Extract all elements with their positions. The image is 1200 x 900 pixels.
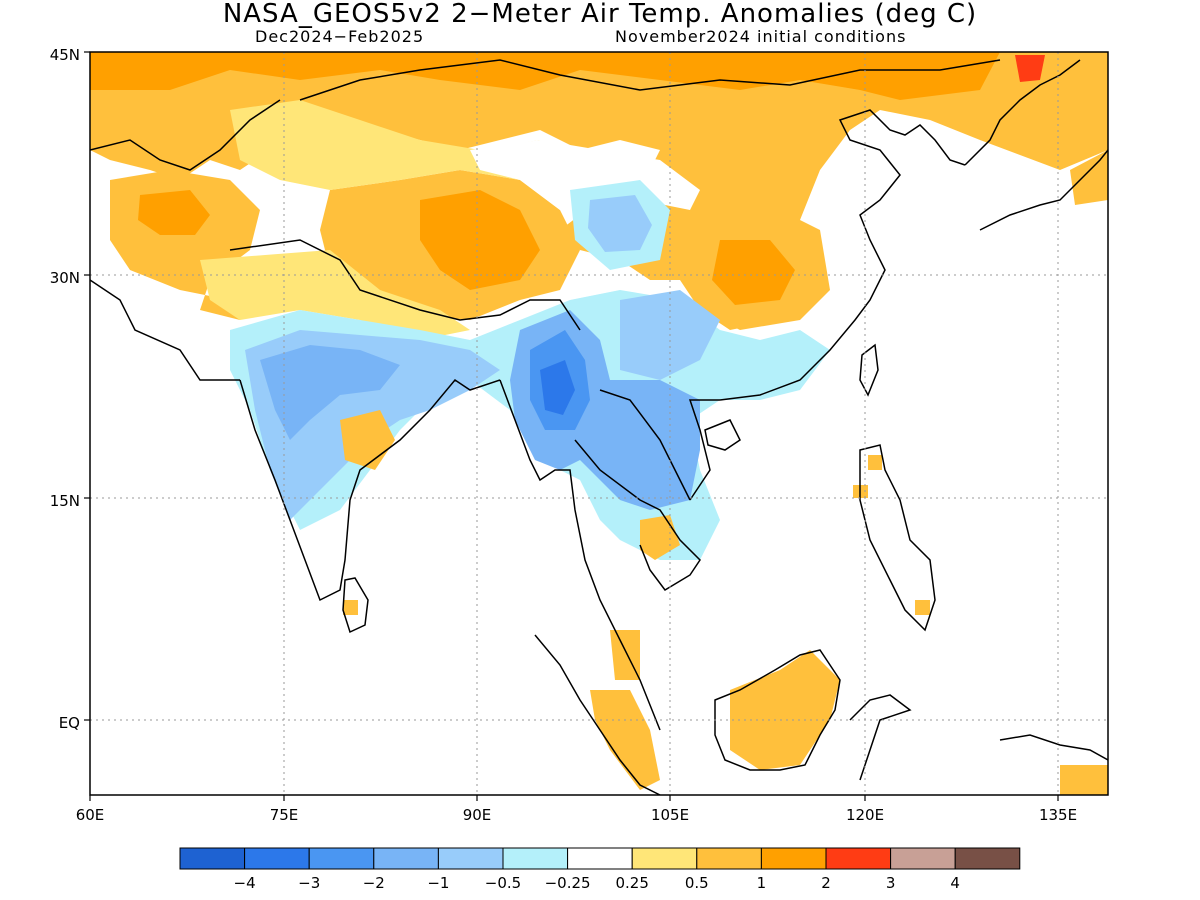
qinghai-cool: [588, 195, 652, 252]
border-central-asia: [90, 99, 281, 171]
colorbar-swatch: [373, 847, 439, 870]
coast-hainan: [704, 419, 741, 451]
colorbar-label: −0.5: [485, 874, 521, 892]
afghanistan-core-warm: [138, 190, 210, 235]
colorbar-swatch: [567, 847, 633, 870]
coast-indochina: [574, 399, 720, 591]
coast-newguinea: [999, 734, 1108, 761]
lat-label-30n: 30N: [50, 269, 80, 287]
colorbar-label: −1: [427, 874, 449, 892]
init-conditions-label: November2024 initial conditions: [615, 27, 907, 46]
colorbar-swatch: [760, 847, 827, 870]
sumatra-malaya-warm: [590, 690, 660, 790]
colorbar-label: 2: [821, 874, 831, 892]
map-title: NASA_GEOS5v2 2−Meter Air Temp. Anomalies…: [222, 0, 978, 29]
colorbar-label: −2: [363, 874, 385, 892]
plot-frame: [89, 51, 1109, 796]
coast-borneo: [714, 649, 841, 771]
colorbar-label: −3: [298, 874, 320, 892]
colorbar-label: 1: [757, 874, 767, 892]
colorbar-label: 4: [950, 874, 960, 892]
colorbar-swatch: [179, 847, 246, 870]
lon-label-105e: 105E: [651, 806, 689, 824]
coast-sulawesi: [849, 694, 912, 781]
japan-warm: [1070, 150, 1108, 205]
coast-philippines: [859, 444, 936, 632]
colorbar-label: 0.5: [685, 874, 709, 892]
colorbar-label: 0.25: [615, 874, 648, 892]
coast-taiwan: [859, 343, 879, 397]
colorbar-label: −0.25: [545, 874, 591, 892]
lat-label-15n: 15N: [50, 492, 80, 510]
coast-japan: [979, 149, 1108, 231]
colorbar-swatch: [244, 847, 310, 870]
lon-label-120e: 120E: [846, 806, 884, 824]
borneo-warm: [730, 650, 840, 770]
coast-myanmar-thai: [499, 379, 661, 731]
lon-label-60e: 60E: [76, 806, 105, 824]
coast-arabia-iran: [90, 279, 240, 381]
lat-label-eq: EQ: [59, 714, 80, 732]
colorbar-swatch: [308, 847, 375, 870]
lon-label-90e: 90E: [463, 806, 492, 824]
gridlines: [90, 52, 1108, 795]
northern-band-core: [90, 52, 1000, 100]
lon-label-75e: 75E: [270, 806, 299, 824]
malaya-warm: [610, 630, 640, 680]
season-label: Dec2024−Feb2025: [255, 27, 425, 46]
tibet-core-warm: [420, 190, 540, 290]
warm-fringe-india-north: [200, 250, 470, 340]
newguinea-warm: [1060, 765, 1108, 795]
coast-sumatra: [534, 634, 661, 795]
india-cool-core: [260, 345, 400, 440]
colorbar-swatch: [825, 847, 892, 870]
colorbar: [179, 847, 1021, 870]
myanmar-cool-center: [540, 360, 575, 415]
border-china-mongolia: [299, 59, 1001, 101]
colorbar-swatch: [954, 847, 1021, 870]
srilanka-warm: [343, 600, 358, 615]
coastlines: [90, 59, 1108, 795]
colorbar-label: 3: [886, 874, 896, 892]
border-himalaya: [229, 239, 581, 331]
northeast-china-hotspot: [1015, 55, 1045, 82]
colorbar-swatch: [696, 847, 762, 870]
lat-label-45n: 45N: [50, 46, 80, 64]
coast-korea: [964, 59, 1081, 166]
colorbar-swatch: [631, 847, 698, 870]
ticks: [84, 51, 1059, 801]
colorbar-swatch: [890, 847, 956, 870]
anomaly-field: [90, 52, 1108, 795]
south-china-core-warm: [712, 240, 795, 305]
lon-label-135e: 135E: [1039, 806, 1077, 824]
colorbar-labels: −4 −3 −2 −1 −0.5 −0.25 0.25 0.5 1 2 3 4: [234, 874, 960, 892]
colorbar-label: −4: [234, 874, 256, 892]
colorbar-swatch: [502, 847, 569, 870]
coast-india: [239, 379, 501, 602]
coast-srilanka: [342, 577, 369, 634]
coast-china: [719, 109, 966, 401]
colorbar-swatch: [437, 847, 504, 870]
border-indochina: [599, 389, 691, 501]
